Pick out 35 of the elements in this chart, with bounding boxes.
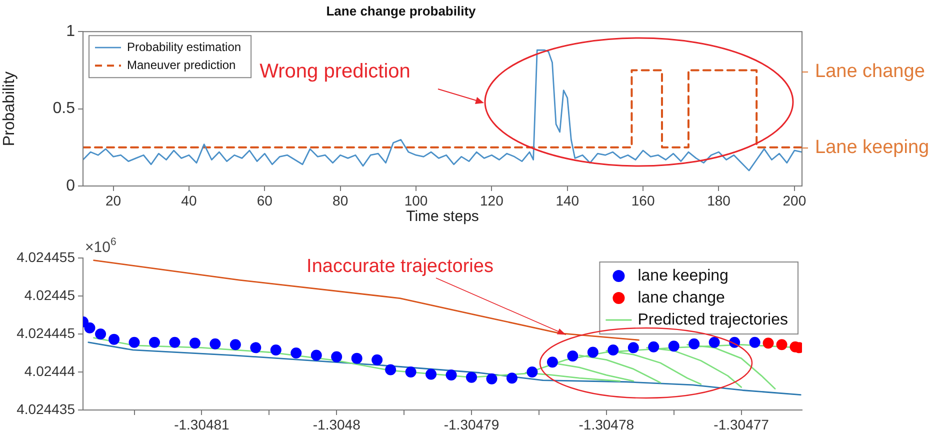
x-tick-label: 180 [707,192,731,208]
y-tick-label: 4.024455 [16,248,76,265]
x-tick-label: -1.30479 [444,416,500,432]
y-tick-label: 0.5 [52,100,76,118]
x-tick-label: -1.30477 [714,416,770,432]
x-axis-title: Time steps [406,208,479,226]
x-tick-label: 120 [480,192,504,208]
text: Lane change [815,61,925,82]
y-tick-label: 0 [66,177,76,194]
x-tick-label: 160 [631,192,655,208]
x-tick-label: 80 [332,192,348,208]
legend-label: Maneuver prediction [127,58,236,72]
x-tick-label: -1.3048 [312,416,361,432]
x-tick-label: 100 [404,192,428,208]
legend-label: Predicted trajectories [638,311,788,328]
x-tick-label: 40 [181,192,197,208]
x-tick-label: 140 [556,192,580,208]
y-tick-label: 4.024435 [16,400,76,417]
annotation: Wrong prediction [260,60,410,83]
y-tick-label: 4.02445 [24,286,76,303]
x-tick-label: -1.30481 [174,416,230,432]
legend-label: lane keeping [638,267,728,284]
x-tick-label: 60 [256,192,273,208]
y-tick-label: 1 [66,23,76,40]
y-tick-label: 4.024445 [16,324,76,341]
y-axis-title: Probability [1,71,18,146]
x-tick-label: 200 [782,192,806,208]
y-tick-label: 4.02444 [24,362,76,379]
chart-title: Lane change probability [326,3,477,18]
legend-label: lane change [638,289,725,306]
x-tick-label: 20 [105,192,122,208]
x-tick-label: -1.30478 [578,416,634,432]
legend-label: Probability estimation [127,40,242,54]
text: Lane keeping [815,137,930,158]
annotation: Inaccurate trajectories [306,256,494,278]
